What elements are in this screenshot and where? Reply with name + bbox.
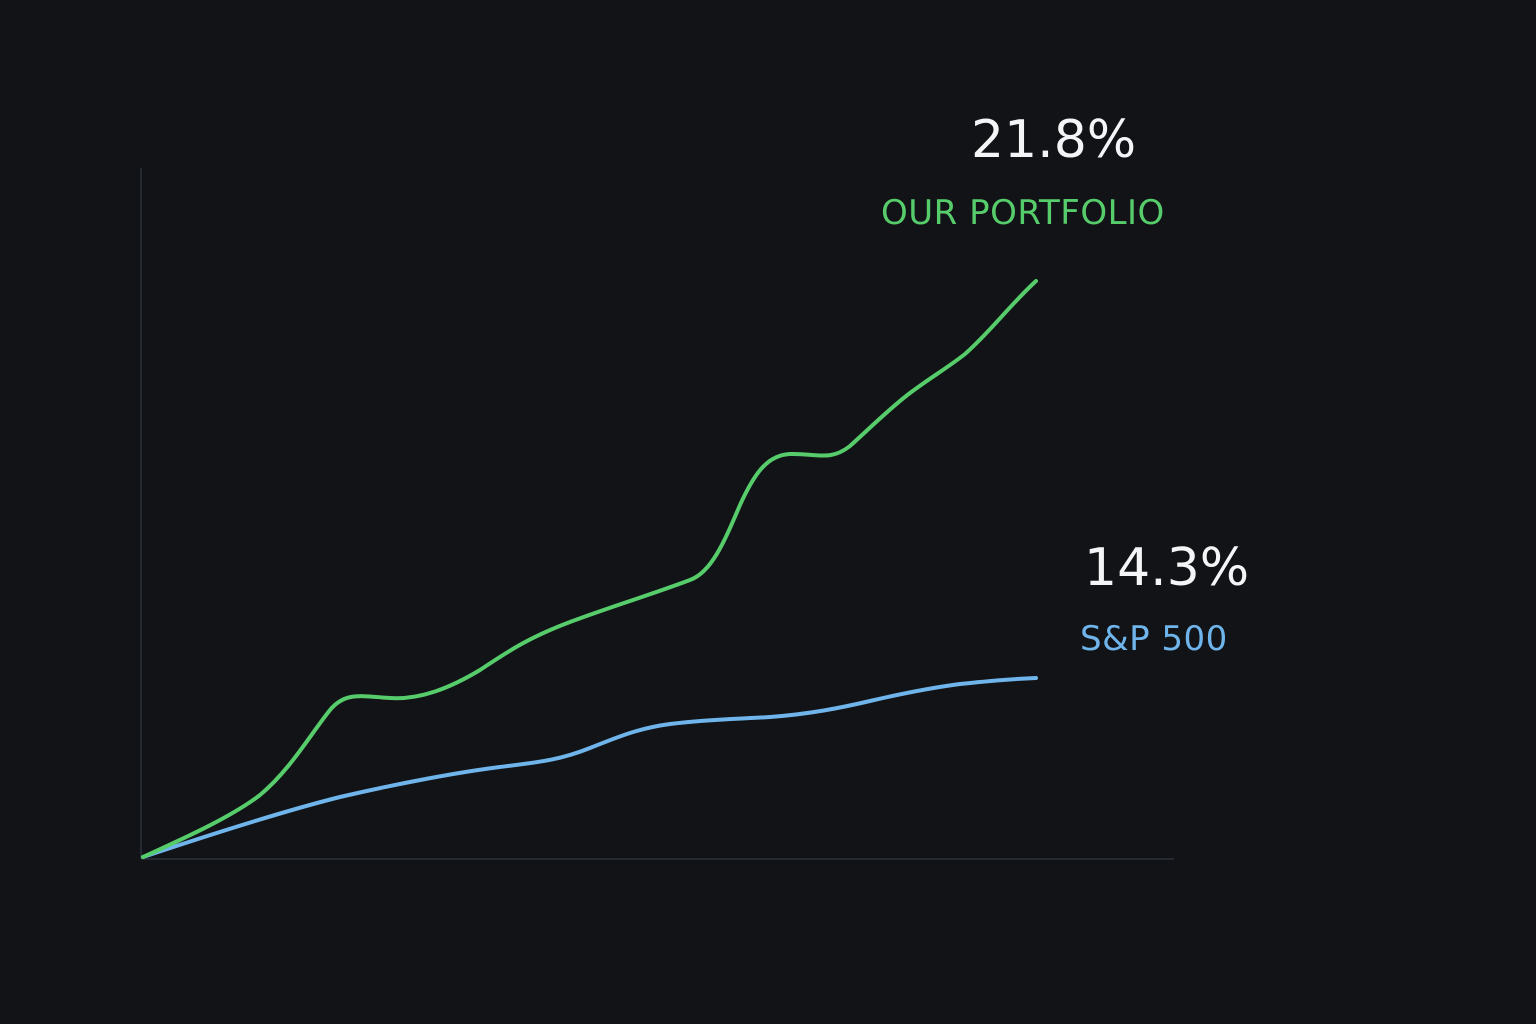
portfolio-series-label: OUR PORTFOLIO [881, 193, 1165, 233]
sp500-return-value: 14.3% [1084, 538, 1250, 598]
sp500-line [141, 676, 1038, 859]
portfolio-return-value: 21.8% [971, 110, 1137, 170]
sp500-series-label: S&P 500 [1080, 619, 1228, 659]
portfolio-line [141, 279, 1038, 859]
